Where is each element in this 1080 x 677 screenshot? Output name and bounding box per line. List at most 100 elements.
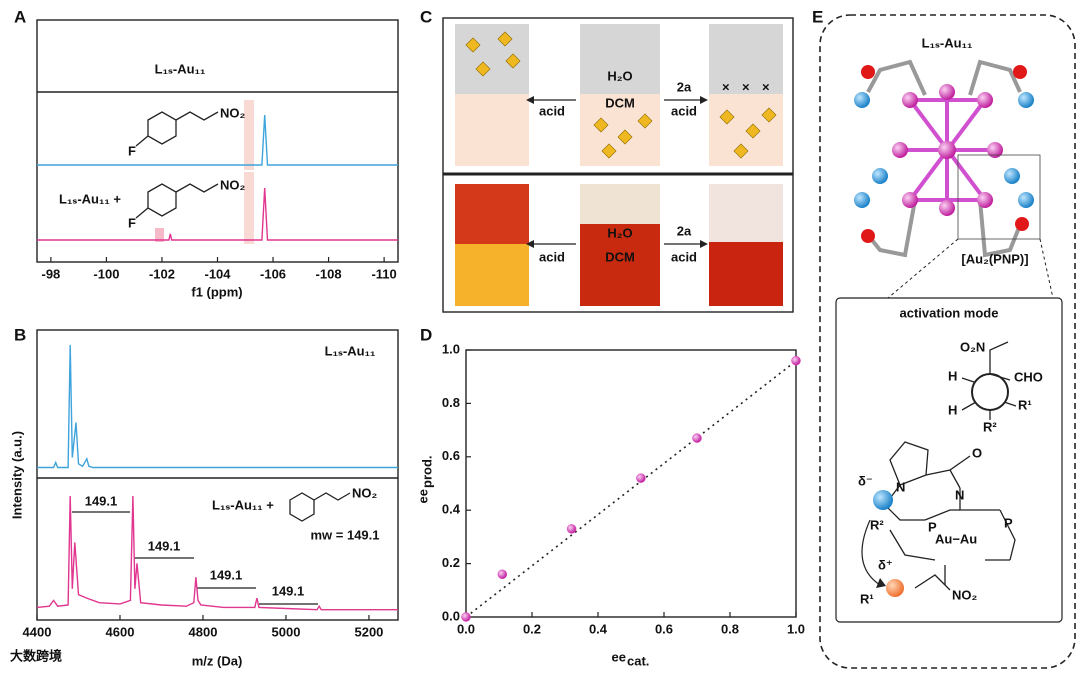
molecule: NO₂ F <box>128 177 246 230</box>
mechanism-label: O <box>972 445 982 460</box>
inset-title: activation mode <box>900 305 999 320</box>
atom-label: F <box>128 215 136 230</box>
mechanism-label: CHO <box>1014 369 1043 384</box>
x-tick-label: 4600 <box>106 624 135 639</box>
scheme-phase <box>709 24 783 94</box>
molecule: NO₂ F <box>128 105 246 158</box>
mechanism-label: δ⁺ <box>878 557 893 572</box>
panel-b: L₁ₛ-Au₁₁ L₁ₛ-Au₁₁ + NO₂ mw = 149.1 149.1… <box>9 329 399 668</box>
arrow-label: acid <box>671 249 697 264</box>
trend-line <box>465 360 797 618</box>
annotation: L₁ₛ-Au₁₁ <box>325 343 376 358</box>
arrow-label: 2a <box>677 79 692 94</box>
y-tick-label: 1.0 <box>442 341 460 356</box>
scheme-phase <box>455 94 529 166</box>
motif-label: [Au₂(PNP)] <box>961 251 1028 266</box>
spacing-label: 149.1 <box>210 567 243 582</box>
spectrum <box>37 344 398 469</box>
mechanism-label: P <box>1004 515 1013 530</box>
mechanism-label: R¹ <box>1018 397 1032 412</box>
cluster-structure <box>854 59 1041 258</box>
svg-text:×: × <box>722 79 730 94</box>
panel-frame <box>442 17 794 313</box>
panel-e: L₁ₛ-Au₁₁ [Au₂(PNP)] activation mode O₂N … <box>819 14 1076 669</box>
panel-label: C <box>420 7 432 26</box>
x-tick-label: 0.0 <box>457 621 475 636</box>
x-tick-label: -108 <box>316 266 342 281</box>
atom-label: NO₂ <box>220 105 246 120</box>
photo <box>709 242 783 306</box>
x-tick-label: 4400 <box>23 624 52 639</box>
x-tick-label: 4800 <box>189 624 218 639</box>
annotation: mw = 149.1 <box>310 527 379 542</box>
arrow-label: 2a <box>677 223 692 238</box>
atom-label: NO₂ <box>352 485 378 500</box>
mechanism-label: H <box>948 368 957 383</box>
spectrum <box>36 495 398 611</box>
x-axis-label: ee <box>612 649 626 664</box>
y-tick-label: 0.2 <box>442 555 460 570</box>
molecule: NO₂ <box>289 485 378 522</box>
mechanism-label: Au−Au <box>935 531 977 546</box>
spectrum <box>37 114 398 166</box>
svg-text:×: × <box>762 79 770 94</box>
x-tick-label: -110 <box>371 266 396 281</box>
x-tick-label: 5000 <box>272 624 301 639</box>
spacing-label: 149.1 <box>148 538 181 553</box>
spacing-label: 149.1 <box>272 583 305 598</box>
mechanism-label: N <box>896 479 905 494</box>
x-tick-label: 1.0 <box>787 621 805 636</box>
x-tick-label: -104 <box>204 266 231 281</box>
y-tick-label: 0.8 <box>442 395 460 410</box>
scheme-phase <box>709 94 783 166</box>
photo <box>455 244 529 306</box>
arrow-label: acid <box>671 103 697 118</box>
panel-label: A <box>14 7 26 26</box>
x-tick-label: -100 <box>93 266 119 281</box>
annotation: L₁ₛ-Au₁₁ <box>155 61 206 76</box>
y-tick-label: 0.6 <box>442 448 460 463</box>
phase-label: H₂O <box>607 68 632 83</box>
x-tick-label: 5200 <box>354 624 383 639</box>
mechanism-label: H <box>948 402 957 417</box>
data-point <box>461 612 471 622</box>
panel-frame <box>819 14 1076 669</box>
blocked-marks: × × × <box>722 79 770 94</box>
phase-label: DCM <box>605 95 635 110</box>
svg-text:×: × <box>742 79 750 94</box>
x-axis-label: f1 (ppm) <box>191 284 242 299</box>
watermark: 大数跨境 <box>10 648 62 663</box>
scheme-phase <box>580 94 660 166</box>
mechanism-label: R² <box>870 517 884 532</box>
mechanism: O₂N CHO H H R¹ R² N O N δ⁻ R² P Au−Au P … <box>858 339 1043 606</box>
x-tick-label: -102 <box>149 266 175 281</box>
panel-label: E <box>812 7 823 26</box>
highlight <box>244 172 254 244</box>
highlight <box>155 228 164 242</box>
photo <box>580 184 660 224</box>
photo <box>709 184 783 242</box>
plot-frame <box>465 349 797 618</box>
plot-frame <box>36 329 399 621</box>
x-tick-label: 0.4 <box>589 621 608 636</box>
data-point <box>566 524 577 534</box>
panel-a: L₁ₛ-Au₁₁ L₁ₛ-Au₁₁ + NO₂ F NO₂ F f1 (ppm) <box>36 19 399 299</box>
y-axis-label: Intensity (a.u.) <box>9 431 24 519</box>
mechanism-label: NO₂ <box>952 587 978 602</box>
photo <box>455 184 529 244</box>
mechanism-label: R² <box>983 419 997 434</box>
panel-c: × × × H₂O DCM acid 2a acid H₂O DCM acid 2a… <box>442 17 794 313</box>
arrow-label: acid <box>539 103 565 118</box>
spectrum <box>37 187 398 241</box>
y-tick-label: 0.0 <box>442 608 460 623</box>
panel-d: ee cat. ee prod. <box>415 349 797 668</box>
panel-label: D <box>420 325 432 344</box>
photo <box>580 224 660 306</box>
phase-label: DCM <box>605 249 635 264</box>
clusters <box>465 31 777 159</box>
mechanism-label: R¹ <box>860 591 874 606</box>
highlight <box>244 100 254 170</box>
structure-title: L₁ₛ-Au₁₁ <box>922 35 973 50</box>
inset-box <box>835 297 1063 623</box>
